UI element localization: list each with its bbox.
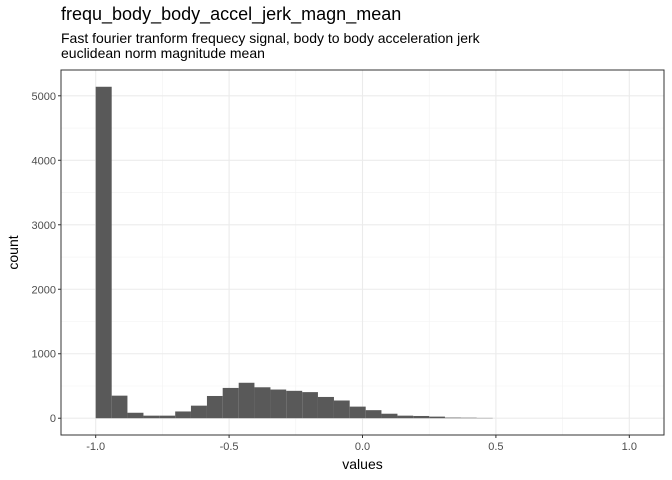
y-tick-label: 3000 [32,220,56,232]
chart-subtitle: Fast fourier tranform frequecy signal, b… [61,31,480,61]
histogram-bar [365,410,382,419]
x-tick-label: 1.0 [622,441,637,453]
y-tick-label: 4000 [32,155,56,167]
histogram-bar [397,415,414,419]
histogram-bar [254,387,271,419]
histogram-bar [175,411,191,419]
subtitle-line-2: euclidean norm magnitude mean [61,45,265,61]
x-tick-label: -0.5 [220,441,239,453]
histogram-bar [333,400,350,419]
major-gridlines [61,70,664,435]
histogram-bar [95,86,112,419]
histogram-bar [127,412,144,419]
x-axis-title: values [342,456,382,472]
histogram-bar [460,417,477,419]
histogram-bar [302,392,318,419]
histogram-bar [381,413,398,419]
y-axis-ticks: 0 1000 2000 3000 4000 5000 [32,91,61,425]
y-tick-label: 1000 [32,349,56,361]
x-tick-label: -1.0 [86,441,105,453]
histogram-bars [95,86,493,419]
histogram-bar [429,416,445,419]
chart-title: frequ_body_body_accel_jerk_magn_mean [61,4,402,24]
y-tick-label: 0 [50,413,56,425]
histogram-bar [111,395,128,419]
y-axis-title: count [5,235,21,269]
x-tick-label: 0.5 [488,441,503,453]
subtitle-line-1: Fast fourier tranform frequecy signal, b… [61,30,480,46]
histogram-bar [222,387,239,419]
histogram-bar [444,417,461,419]
x-tick-label: 0.0 [355,441,370,453]
histogram-bar [317,396,334,419]
histogram-bar [206,395,223,419]
histogram-bar [190,405,207,419]
histogram-bar [238,382,255,419]
histogram-bar [143,415,160,419]
histogram-bar [159,415,176,419]
histogram-bar [413,415,430,419]
x-axis-ticks: -1.0 -0.5 0.0 0.5 1.0 [86,435,637,453]
y-tick-label: 5000 [32,91,56,103]
histogram-bar [349,406,366,419]
y-tick-label: 2000 [32,284,56,296]
histogram-bar [286,390,303,419]
histogram-bar [270,389,287,419]
